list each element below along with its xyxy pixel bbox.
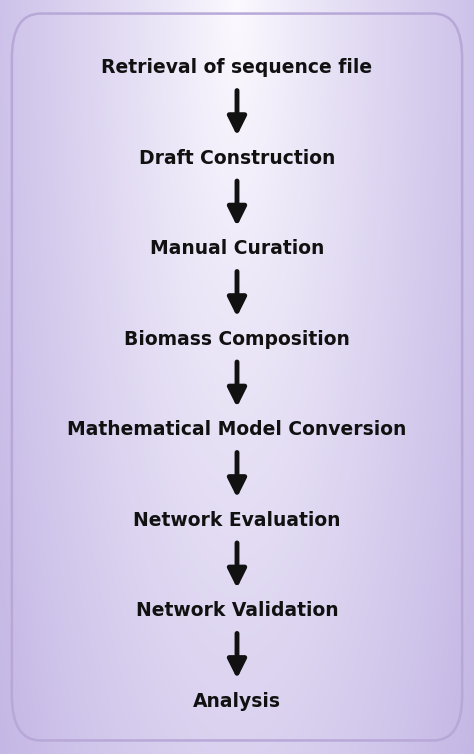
Text: Draft Construction: Draft Construction [139, 149, 335, 168]
Text: Mathematical Model Conversion: Mathematical Model Conversion [67, 420, 407, 440]
Text: Network Evaluation: Network Evaluation [133, 510, 341, 530]
Text: Biomass Composition: Biomass Composition [124, 329, 350, 349]
Text: Network Validation: Network Validation [136, 601, 338, 621]
Text: Retrieval of sequence file: Retrieval of sequence file [101, 58, 373, 78]
Text: Analysis: Analysis [193, 691, 281, 711]
Text: Manual Curation: Manual Curation [150, 239, 324, 259]
